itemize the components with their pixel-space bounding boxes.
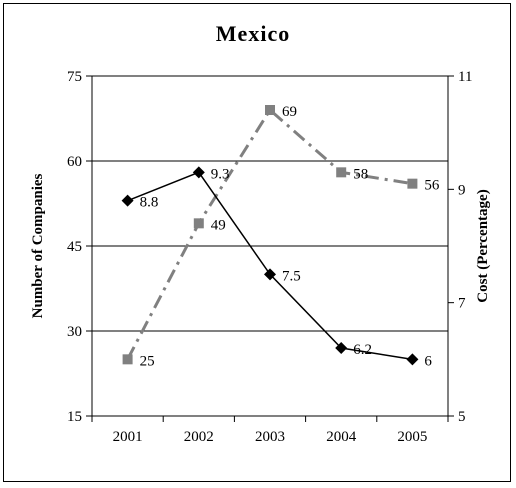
series-layer bbox=[121, 105, 419, 366]
data-label: 58 bbox=[353, 166, 368, 182]
data-point-square bbox=[265, 105, 275, 115]
data-point-square bbox=[407, 178, 418, 189]
data-point-square bbox=[336, 167, 347, 178]
x-tick-label: 2001 bbox=[113, 429, 143, 445]
data-label: 69 bbox=[282, 104, 297, 120]
gridlines bbox=[92, 75, 448, 332]
data-label: 25 bbox=[140, 353, 155, 369]
data-point-square bbox=[122, 354, 133, 365]
data-label: 6.2 bbox=[353, 342, 372, 358]
data-point-diamond bbox=[121, 194, 134, 207]
y-right-tick-label: 9 bbox=[458, 182, 466, 198]
data-point-diamond bbox=[192, 166, 205, 179]
axes: 15 30 45 60 75 5 7 9 11 2001 2002 2003 2004 2005 bbox=[67, 69, 472, 445]
data-point-diamond bbox=[406, 353, 419, 366]
y-right-tick-label: 7 bbox=[458, 296, 466, 312]
x-tick-label: 2002 bbox=[184, 429, 214, 445]
x-tick-label: 2003 bbox=[255, 429, 285, 445]
series-line bbox=[126, 107, 413, 361]
chart-title: Mexico bbox=[216, 21, 290, 46]
data-label: 6 bbox=[424, 353, 432, 369]
data-labels: 25 49 69 58 56 8.8 9.3 7.5 6.2 6 bbox=[140, 104, 440, 369]
y-axis-left-title: Number of Companies bbox=[30, 173, 46, 318]
data-label: 49 bbox=[211, 217, 226, 233]
y-right-tick-label: 11 bbox=[458, 69, 472, 85]
data-label: 9.3 bbox=[211, 166, 230, 182]
x-tick-label: 2005 bbox=[397, 429, 427, 445]
y-left-tick-label: 60 bbox=[67, 154, 82, 170]
y-left-tick-label: 30 bbox=[67, 324, 82, 340]
data-label: 7.5 bbox=[282, 268, 301, 284]
chart-svg: Mexico 15 30 45 60 75 5 7 9 11 2001 2002 2003 2004 20… bbox=[30, 21, 491, 445]
data-point-diamond bbox=[264, 268, 276, 281]
data-point-diamond bbox=[335, 342, 348, 354]
y-left-tick-label: 75 bbox=[67, 69, 82, 85]
data-label: 56 bbox=[424, 178, 440, 194]
data-label: 8.8 bbox=[140, 195, 159, 211]
data-point-square bbox=[193, 218, 204, 229]
y-left-tick-label: 45 bbox=[67, 239, 82, 255]
y-right-tick-label: 5 bbox=[458, 409, 466, 425]
y-left-tick-label: 15 bbox=[67, 409, 82, 425]
x-tick-label: 2004 bbox=[326, 429, 357, 445]
chart-frame: Mexico 15 30 45 60 75 5 7 9 11 2001 2002 2003 2004 20… bbox=[3, 3, 511, 482]
y-axis-right-title: Cost (Percentage) bbox=[475, 189, 491, 302]
